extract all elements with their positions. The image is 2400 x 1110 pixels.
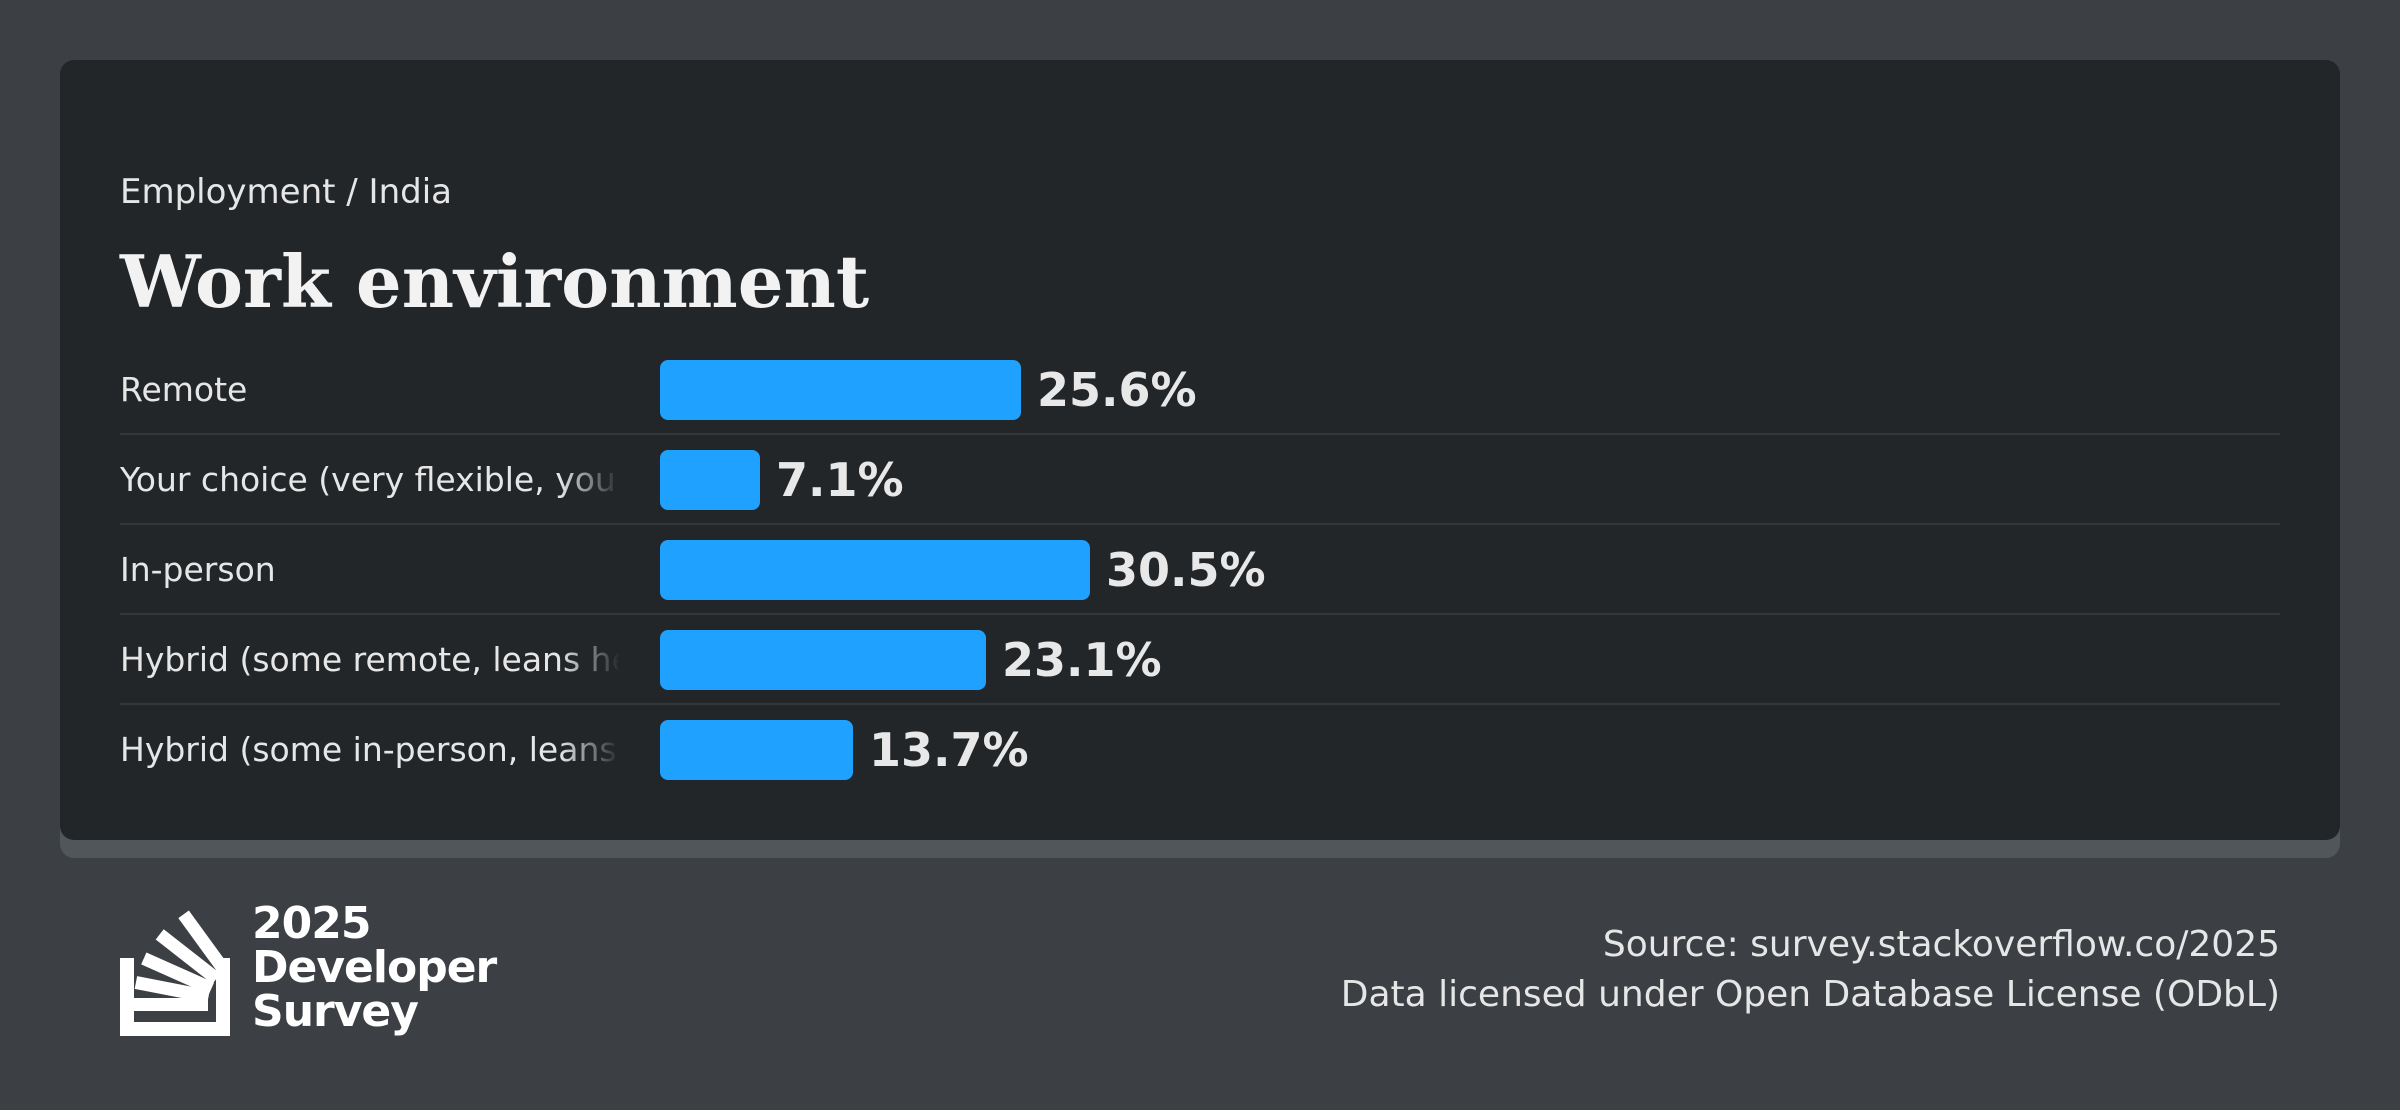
table-row: Hybrid (some in-person, leans 13.7%: [120, 705, 2280, 795]
row-divider: [120, 703, 2280, 705]
row-divider: [120, 613, 2280, 615]
bar-value-label: 30.5%: [1106, 543, 1266, 597]
survey-logo: 2025 Developer Survey: [120, 900, 500, 1050]
bar: [660, 720, 853, 780]
bar-value-label: 13.7%: [869, 723, 1029, 777]
source-text: Source: survey.stackoverflow.co/2025: [1602, 924, 2280, 965]
logo-year: 2025: [252, 898, 371, 949]
chart-title: Work environment: [120, 239, 870, 324]
breadcrumb: Employment / India: [120, 172, 452, 212]
bar-value-label: 23.1%: [1002, 633, 1162, 687]
category-label: Hybrid (some remote, leans he: [120, 640, 620, 679]
table-row: Your choice (very flexible, you 7.1%: [120, 435, 2280, 525]
row-divider: [120, 433, 2280, 435]
bar-chart: Remote 25.6% Your choice (very flexible, y…: [120, 345, 2280, 795]
bar: [660, 450, 760, 510]
logo-survey: Survey: [252, 986, 419, 1037]
table-row: Remote 25.6%: [120, 345, 2280, 435]
bar-value-label: 25.6%: [1037, 363, 1197, 417]
category-label: Your choice (very flexible, you: [120, 460, 616, 499]
logo-developer: Developer: [252, 942, 497, 993]
bar: [660, 360, 1021, 420]
bar: [660, 630, 986, 690]
bar-value-label: 7.1%: [776, 453, 904, 507]
logo-wordmark: 2025 Developer Survey: [252, 898, 497, 1037]
license-text: Data licensed under Open Database Licens…: [1340, 974, 2280, 1015]
category-label: In-person: [120, 550, 276, 589]
bar: [660, 540, 1090, 600]
row-divider: [120, 523, 2280, 525]
category-label: Hybrid (some in-person, leans: [120, 730, 617, 769]
chart-card: Employment / India Work environment Remo…: [60, 60, 2340, 840]
stack-logo-icon: [120, 910, 230, 1036]
source-block: Source: survey.stackoverflow.co/2025 Dat…: [1341, 920, 2280, 1020]
table-row: Hybrid (some remote, leans he 23.1%: [120, 615, 2280, 705]
table-row: In-person 30.5%: [120, 525, 2280, 615]
category-label: Remote: [120, 370, 248, 409]
